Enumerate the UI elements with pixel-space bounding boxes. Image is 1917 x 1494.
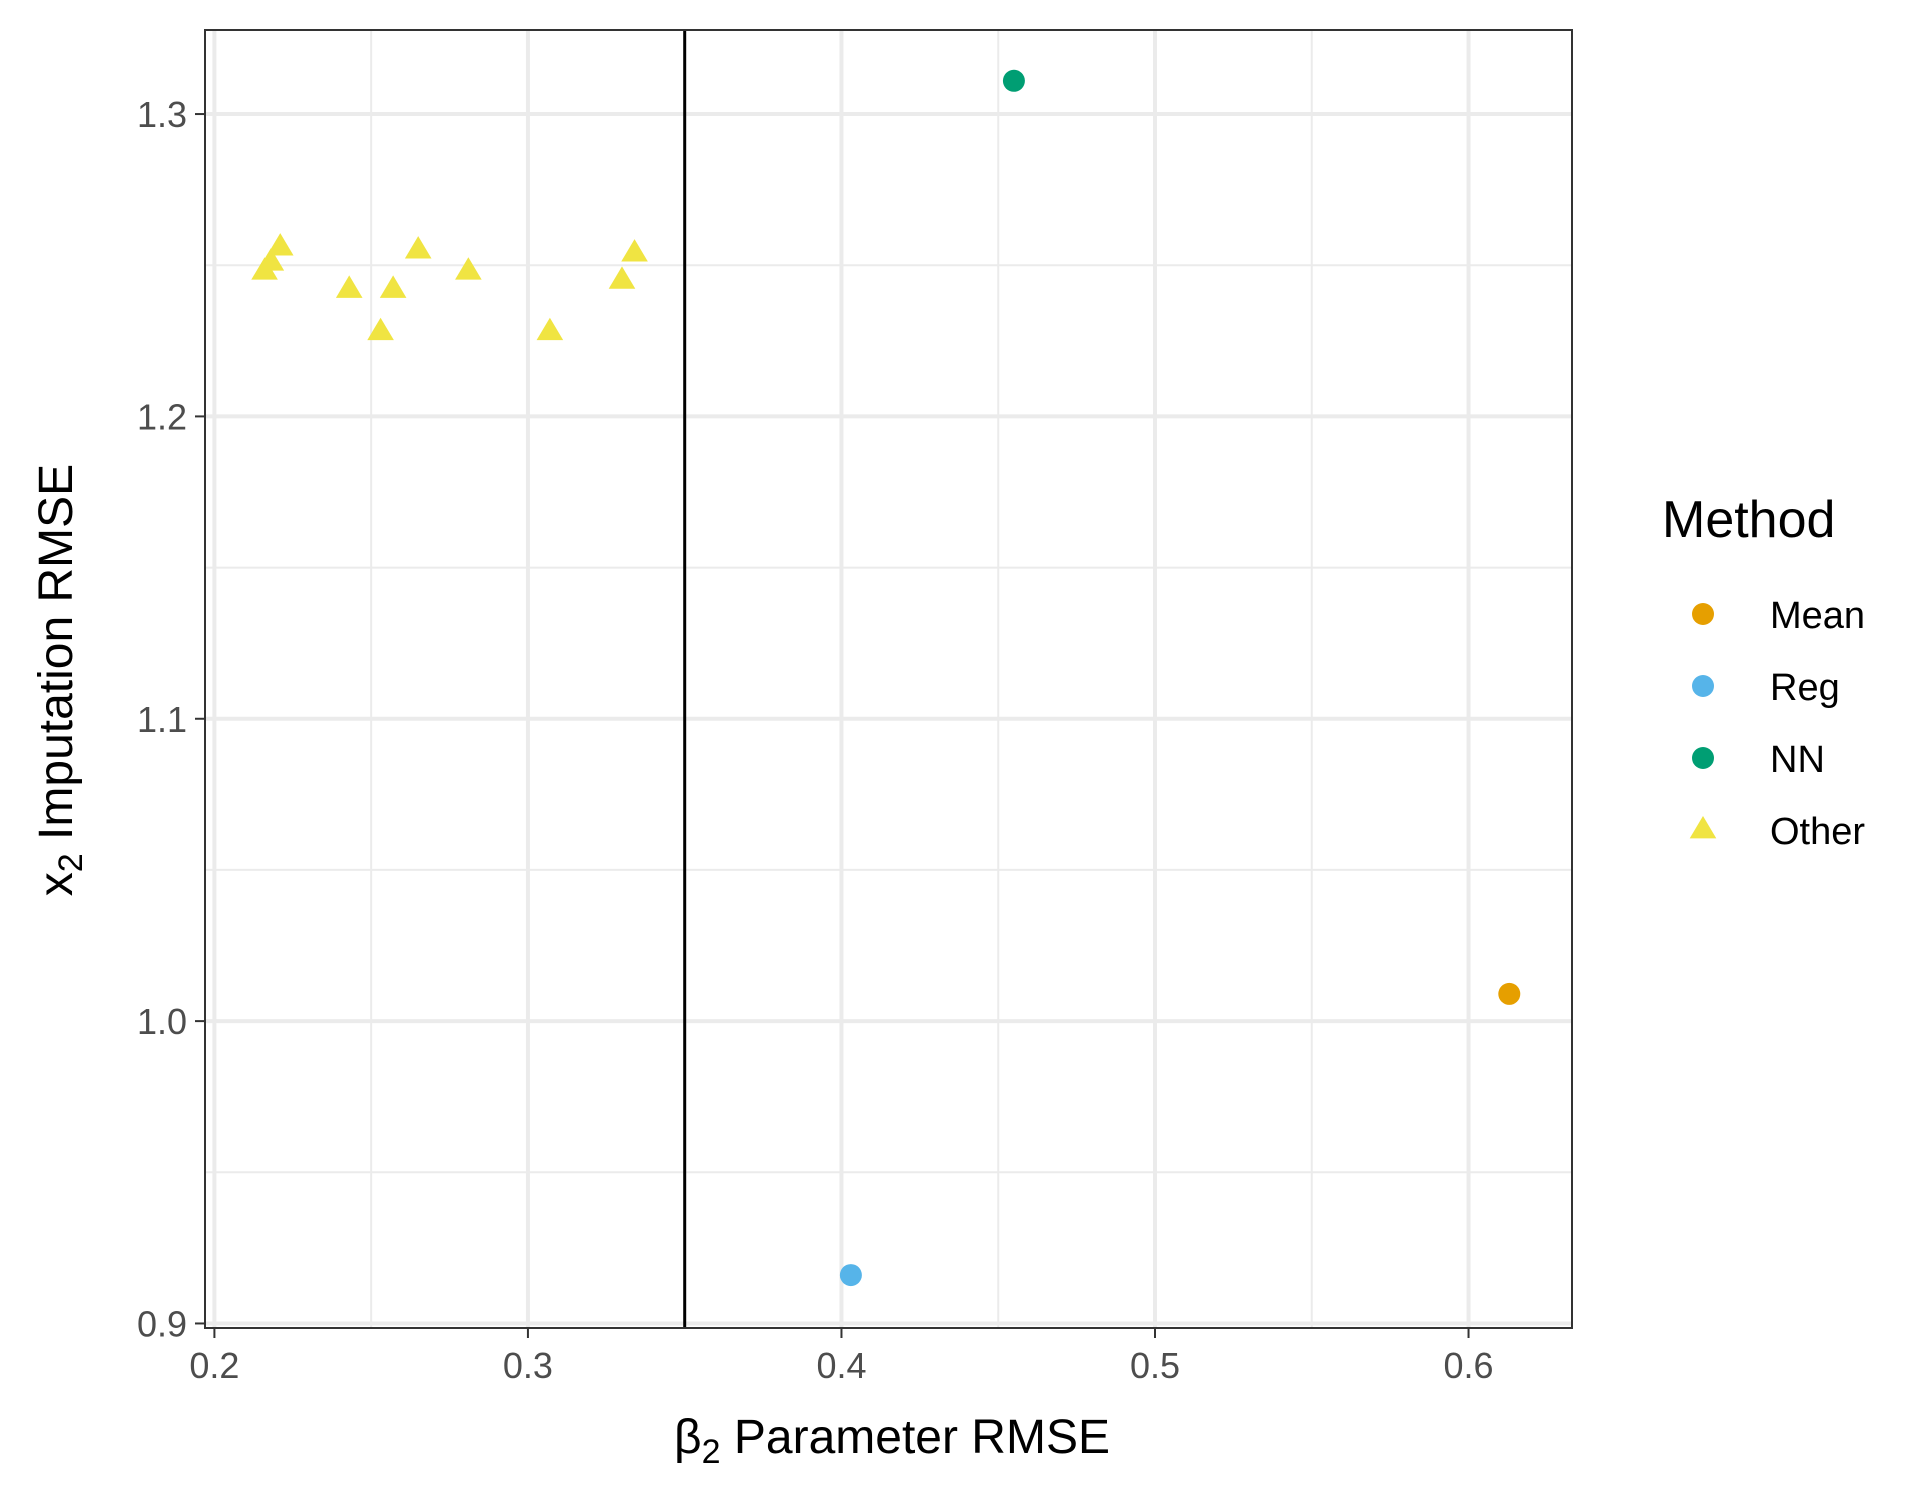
y-axis-title: x2 Imputation RMSE xyxy=(30,464,90,896)
x-axis-title-subscript: 2 xyxy=(702,1433,721,1471)
data-point-other xyxy=(608,266,636,289)
data-point-other xyxy=(335,275,363,298)
x-tick-label: 0.3 xyxy=(503,1345,553,1386)
major-gridlines xyxy=(205,30,1572,1328)
x-tick-label: 0.4 xyxy=(816,1345,866,1386)
data-point-reg xyxy=(839,1264,862,1287)
y-tick-label: 1.2 xyxy=(137,396,187,437)
y-tick-label: 0.9 xyxy=(137,1303,187,1344)
y-axis-title-prefix: x xyxy=(30,872,83,896)
legend-title: Method xyxy=(1662,491,1835,549)
y-tick-label: 1.3 xyxy=(137,94,187,135)
x-axis-ticks: 0.2 0.3 0.4 0.5 0.6 xyxy=(189,1328,1494,1386)
plot-panel-border xyxy=(204,29,1573,1329)
data-point-other xyxy=(455,257,482,280)
data-point-nn xyxy=(1002,69,1025,92)
x-axis-title-suffix: Parameter RMSE xyxy=(721,1411,1110,1464)
y-tick-label: 1.0 xyxy=(137,1001,187,1042)
y-tick-label: 1.1 xyxy=(137,699,187,740)
x-tick-label: 0.2 xyxy=(189,1345,239,1386)
x-axis-title: β2 Parameter RMSE xyxy=(674,1411,1110,1471)
data-point-other xyxy=(367,317,394,341)
data-points xyxy=(251,69,1521,1287)
legend-key-other xyxy=(1689,816,1717,839)
x-axis-title-prefix: β xyxy=(674,1411,702,1464)
x-tick-label: 0.5 xyxy=(1130,1345,1180,1386)
data-point-mean xyxy=(1498,982,1521,1005)
y-axis-title-suffix: Imputation RMSE xyxy=(30,464,83,853)
legend-label-reg: Reg xyxy=(1770,667,1840,709)
y-axis-ticks: 0.9 1.0 1.1 1.2 1.3 xyxy=(137,94,205,1344)
data-point-other xyxy=(536,317,564,341)
data-point-other xyxy=(404,236,432,259)
legend-key-mean xyxy=(1692,603,1714,625)
x-tick-label: 0.6 xyxy=(1444,1345,1494,1386)
data-point-other xyxy=(257,248,285,271)
legend-label-other: Other xyxy=(1770,811,1865,853)
data-point-other xyxy=(379,275,407,298)
legend-label-mean: Mean xyxy=(1770,595,1865,637)
legend-key-reg xyxy=(1692,675,1714,697)
legend-label-nn: NN xyxy=(1770,739,1825,781)
legend: Method Mean Reg NN Other xyxy=(1662,491,1865,853)
y-axis-title-subscript: 2 xyxy=(52,853,90,872)
legend-key-nn xyxy=(1692,747,1714,769)
data-point-other xyxy=(621,239,648,262)
data-point-other xyxy=(266,233,294,256)
